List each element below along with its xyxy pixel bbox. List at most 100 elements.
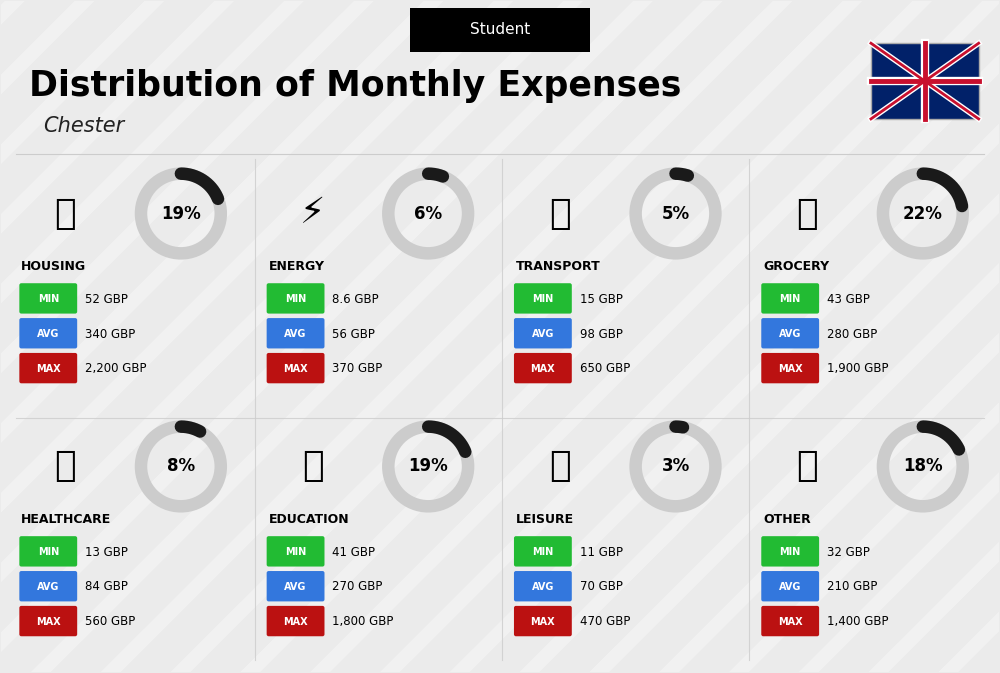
Text: AVG: AVG bbox=[284, 329, 307, 339]
Text: 210 GBP: 210 GBP bbox=[827, 580, 877, 594]
Text: AVG: AVG bbox=[37, 329, 59, 339]
Text: 650 GBP: 650 GBP bbox=[580, 362, 630, 376]
Text: Distribution of Monthly Expenses: Distribution of Monthly Expenses bbox=[29, 69, 682, 103]
Text: 13 GBP: 13 GBP bbox=[85, 546, 128, 559]
Text: AVG: AVG bbox=[532, 582, 554, 592]
Text: 11 GBP: 11 GBP bbox=[580, 546, 623, 559]
Text: 🚌: 🚌 bbox=[549, 197, 571, 231]
FancyBboxPatch shape bbox=[871, 43, 979, 119]
Text: MAX: MAX bbox=[36, 364, 61, 374]
Text: 280 GBP: 280 GBP bbox=[827, 328, 877, 341]
Text: 3%: 3% bbox=[661, 458, 690, 475]
Text: AVG: AVG bbox=[37, 582, 59, 592]
FancyBboxPatch shape bbox=[267, 536, 324, 567]
Text: 19%: 19% bbox=[408, 458, 448, 475]
Text: MAX: MAX bbox=[36, 617, 61, 627]
Text: 19%: 19% bbox=[161, 205, 201, 223]
FancyBboxPatch shape bbox=[19, 353, 77, 384]
Text: MAX: MAX bbox=[778, 364, 803, 374]
Text: EDUCATION: EDUCATION bbox=[269, 513, 349, 526]
Text: 2,200 GBP: 2,200 GBP bbox=[85, 362, 147, 376]
Text: MIN: MIN bbox=[532, 294, 554, 304]
Text: 340 GBP: 340 GBP bbox=[85, 328, 135, 341]
Text: 70 GBP: 70 GBP bbox=[580, 580, 623, 594]
Text: MAX: MAX bbox=[778, 617, 803, 627]
Text: 22%: 22% bbox=[903, 205, 943, 223]
Text: AVG: AVG bbox=[779, 582, 801, 592]
FancyBboxPatch shape bbox=[410, 8, 590, 52]
FancyBboxPatch shape bbox=[267, 353, 324, 384]
Text: HOUSING: HOUSING bbox=[21, 260, 86, 273]
Text: 370 GBP: 370 GBP bbox=[332, 362, 383, 376]
Text: MIN: MIN bbox=[285, 294, 306, 304]
Text: MAX: MAX bbox=[283, 364, 308, 374]
Text: 💓: 💓 bbox=[54, 450, 76, 483]
Text: MIN: MIN bbox=[532, 547, 554, 557]
FancyBboxPatch shape bbox=[19, 536, 77, 567]
FancyBboxPatch shape bbox=[761, 353, 819, 384]
Text: AVG: AVG bbox=[284, 582, 307, 592]
Text: 💰: 💰 bbox=[796, 450, 818, 483]
FancyBboxPatch shape bbox=[761, 571, 819, 602]
Text: 470 GBP: 470 GBP bbox=[580, 615, 630, 629]
Text: 1,800 GBP: 1,800 GBP bbox=[332, 615, 394, 629]
Text: 84 GBP: 84 GBP bbox=[85, 580, 128, 594]
Text: Chester: Chester bbox=[43, 116, 125, 136]
FancyBboxPatch shape bbox=[267, 318, 324, 349]
Text: Student: Student bbox=[470, 22, 530, 37]
Text: MIN: MIN bbox=[780, 294, 801, 304]
Text: 8%: 8% bbox=[167, 458, 195, 475]
FancyBboxPatch shape bbox=[267, 606, 324, 636]
Text: 41 GBP: 41 GBP bbox=[332, 546, 375, 559]
Text: MAX: MAX bbox=[283, 617, 308, 627]
Text: MAX: MAX bbox=[531, 617, 555, 627]
Text: 🏢: 🏢 bbox=[54, 197, 76, 231]
FancyBboxPatch shape bbox=[761, 283, 819, 314]
FancyBboxPatch shape bbox=[514, 283, 572, 314]
Text: 43 GBP: 43 GBP bbox=[827, 293, 870, 306]
FancyBboxPatch shape bbox=[761, 318, 819, 349]
Text: 18%: 18% bbox=[903, 458, 943, 475]
Text: 98 GBP: 98 GBP bbox=[580, 328, 623, 341]
FancyBboxPatch shape bbox=[761, 606, 819, 636]
Text: ENERGY: ENERGY bbox=[269, 260, 325, 273]
Text: 🛒: 🛒 bbox=[796, 197, 818, 231]
FancyBboxPatch shape bbox=[514, 318, 572, 349]
Text: MIN: MIN bbox=[38, 294, 59, 304]
Text: HEALTHCARE: HEALTHCARE bbox=[21, 513, 112, 526]
FancyBboxPatch shape bbox=[19, 283, 77, 314]
Text: OTHER: OTHER bbox=[763, 513, 811, 526]
Text: 1,900 GBP: 1,900 GBP bbox=[827, 362, 889, 376]
FancyBboxPatch shape bbox=[514, 571, 572, 602]
Text: LEISURE: LEISURE bbox=[516, 513, 574, 526]
FancyBboxPatch shape bbox=[514, 353, 572, 384]
Text: 5%: 5% bbox=[661, 205, 690, 223]
Text: AVG: AVG bbox=[779, 329, 801, 339]
FancyBboxPatch shape bbox=[514, 536, 572, 567]
Text: GROCERY: GROCERY bbox=[763, 260, 829, 273]
Text: MIN: MIN bbox=[38, 547, 59, 557]
Text: TRANSPORT: TRANSPORT bbox=[516, 260, 601, 273]
Text: 15 GBP: 15 GBP bbox=[580, 293, 623, 306]
FancyBboxPatch shape bbox=[267, 571, 324, 602]
Text: 52 GBP: 52 GBP bbox=[85, 293, 128, 306]
Text: 270 GBP: 270 GBP bbox=[332, 580, 383, 594]
Text: 1,400 GBP: 1,400 GBP bbox=[827, 615, 889, 629]
Text: 🎓: 🎓 bbox=[302, 450, 323, 483]
Text: MIN: MIN bbox=[285, 547, 306, 557]
FancyBboxPatch shape bbox=[19, 318, 77, 349]
Text: MIN: MIN bbox=[780, 547, 801, 557]
FancyBboxPatch shape bbox=[19, 606, 77, 636]
FancyBboxPatch shape bbox=[267, 283, 324, 314]
Text: 56 GBP: 56 GBP bbox=[332, 328, 375, 341]
Text: 32 GBP: 32 GBP bbox=[827, 546, 870, 559]
Text: 🛍: 🛍 bbox=[549, 450, 571, 483]
Text: AVG: AVG bbox=[532, 329, 554, 339]
FancyBboxPatch shape bbox=[514, 606, 572, 636]
FancyBboxPatch shape bbox=[761, 536, 819, 567]
Text: 6%: 6% bbox=[414, 205, 442, 223]
Text: 560 GBP: 560 GBP bbox=[85, 615, 135, 629]
FancyBboxPatch shape bbox=[19, 571, 77, 602]
Text: ⚡: ⚡ bbox=[300, 197, 325, 231]
Text: MAX: MAX bbox=[531, 364, 555, 374]
